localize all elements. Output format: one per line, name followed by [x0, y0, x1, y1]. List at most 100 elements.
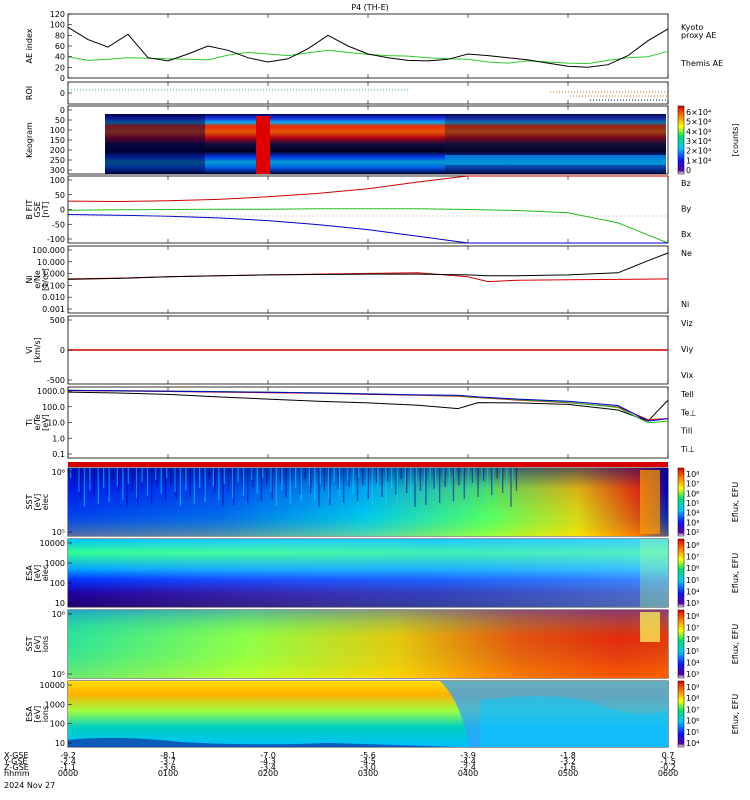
- keogram-ytick: 250: [50, 156, 65, 165]
- xaxis-col-1-2: -3.6: [160, 763, 176, 772]
- xaxis-col-5-1: -3.2: [560, 757, 576, 766]
- temperature-ytick: 1000.0: [37, 387, 65, 396]
- esa_e-ylabel-2: elec: [41, 565, 50, 581]
- sst_i-ytick: 10⁵: [52, 670, 65, 679]
- esa_i-colorbar-tick: 10⁹: [686, 683, 699, 692]
- keogram-image: [105, 114, 666, 174]
- ae-ytick: 40: [55, 53, 65, 62]
- ae-series-themisae: [67, 26, 669, 68]
- bfield-legend-1: By: [681, 205, 691, 214]
- bfield-ytick: 50: [55, 191, 65, 200]
- xaxis-col-0-3: 0000: [58, 769, 78, 778]
- esa_i-colorbar: [677, 680, 685, 748]
- xaxis-col-1-1: -3.7: [160, 757, 176, 766]
- sst_e-ylabel-1: [eV]: [33, 494, 42, 511]
- xaxis-col-2-3: 0200: [258, 769, 278, 778]
- esa_e-ytick: 10: [55, 599, 65, 608]
- sst_i-colorbar-tick: 10⁵: [686, 647, 699, 656]
- sst_e-ylabel-2: elec: [41, 494, 50, 510]
- ae-ytick: 80: [55, 31, 65, 40]
- bfield-ylabel-1: GSE: [33, 201, 42, 217]
- xaxis-col-0-2: -1.1: [60, 763, 76, 772]
- bfield-ylabel-0: B FIT: [25, 199, 34, 219]
- esa_e-colorbar: [677, 538, 685, 608]
- esa_e-ylabel-0: ESA: [25, 565, 34, 581]
- temperature-ytick: 10.0: [47, 419, 65, 428]
- esa_e-colorbar-tick: 10⁶: [686, 564, 699, 573]
- density-legend-0: Ne: [681, 249, 692, 258]
- keogram-colorbar-tick: 4×10⁴: [686, 127, 711, 136]
- xaxis-col-3-2: -3.0: [360, 763, 376, 772]
- xaxis-col-1-3: 0100: [158, 769, 178, 778]
- sst_e-ylabel-0: SST: [25, 494, 34, 509]
- velocity-ylabel-1: [km/s]: [33, 337, 42, 363]
- ae-ytick: 120: [50, 10, 65, 19]
- esa_e-colorbar-tick: 10⁷: [686, 553, 699, 562]
- xaxis-col-2-2: -3.4: [260, 763, 276, 772]
- density-series-ni: [67, 252, 669, 280]
- density-ylabel-2: [1/cc]: [41, 268, 50, 291]
- temperature-series-ti: [67, 389, 669, 422]
- sst_e-colorbar-tick: 10²: [686, 528, 699, 537]
- esa_e-colorbar-tick: 10⁵: [686, 576, 699, 585]
- xaxis-rowlabel-0: X-GSE: [4, 751, 29, 760]
- sst_i-colorbar: [677, 609, 685, 679]
- bfield-ytick: -100: [47, 235, 65, 244]
- xaxis-col-3-0: -5.6: [360, 751, 376, 760]
- xaxis-col-1-0: -8.1: [160, 751, 176, 760]
- sst_i-colorbar-tick: 10³: [686, 670, 699, 679]
- xaxis-rowlabel-2: Z-GSE: [4, 763, 29, 772]
- xaxis-col-4-3: 0400: [458, 769, 478, 778]
- temperature-ylabel-2: [eV]: [41, 414, 50, 431]
- bfield-series-bx: [67, 214, 668, 244]
- sst_i-ylabel-1: [eV]: [33, 636, 42, 653]
- xaxis-col-6-1: -1.5: [660, 757, 676, 766]
- keogram-ylabel-0: Keogram: [25, 122, 34, 158]
- keogram-ytick: 200: [50, 146, 65, 155]
- sst_i-ylabel-0: SST: [25, 636, 34, 651]
- temperature-ytick: 0.1: [52, 450, 65, 459]
- esa_i-colorbar-tick: 10⁶: [686, 717, 699, 726]
- temperature-legend-0: Tell: [680, 390, 694, 399]
- xaxis-col-0-1: -2.4: [60, 757, 76, 766]
- sst_e-colorbar: [677, 467, 685, 537]
- xaxis-col-5-2: -1.6: [560, 763, 576, 772]
- sst_i-colorbar-tick: 10⁸: [686, 612, 699, 621]
- sst_e-colorbar-label: Eflux, EFU: [731, 482, 740, 523]
- temperature-series-tell: [67, 391, 669, 422]
- ae-ytick: 0: [60, 74, 65, 83]
- bfield-legend-0: Bz: [681, 179, 691, 188]
- esa_i-ylabel-2: ions: [41, 706, 50, 722]
- ae-ylabel-0: AE index: [25, 28, 34, 63]
- xaxis-rowlabel-3: hhmm: [4, 769, 30, 778]
- bfield-ylabel-2: [nT]: [41, 201, 50, 217]
- sst_e-colorbar-tick: 10⁵: [686, 499, 699, 508]
- bfield-series-by: [67, 208, 669, 244]
- ae-ytick: 100: [50, 21, 65, 30]
- esa_i-colorbar-tick: 10⁵: [686, 728, 699, 737]
- ae-panel-frame: [67, 13, 669, 79]
- separator-band: [68, 462, 668, 467]
- keogram-ytick: 100: [50, 126, 65, 135]
- xaxis-rowlabel-4: 2024 Nov 27: [4, 781, 55, 790]
- esa_e-ylabel-1: [eV]: [33, 565, 42, 582]
- sst_i-colorbar-label: Eflux, EFU: [731, 624, 740, 665]
- esa_e-colorbar-tick: 10³: [686, 599, 699, 608]
- ae-ytick: 20: [55, 63, 65, 72]
- esa_e-colorbar-tick: 10⁴: [686, 587, 699, 596]
- xaxis-col-6-3: 0600: [658, 769, 678, 778]
- density-ytick: 100.000: [32, 246, 65, 255]
- xaxis-col-2-0: -7.0: [260, 751, 276, 760]
- esa_i-colorbar-tick: 10⁷: [686, 705, 699, 714]
- keogram-colorbar-tick: 3×10⁴: [686, 137, 711, 146]
- esa_i-ylabel-1: [eV]: [33, 706, 42, 723]
- velocity-legend-1: Viy: [681, 345, 694, 354]
- velocity-ylabel-0: Vi: [25, 346, 34, 354]
- density-ytick: 10.000: [37, 258, 65, 267]
- keogram-colorbar: [677, 105, 685, 175]
- ae-legend-2: Themis AE: [680, 59, 723, 68]
- sst_e-colorbar-tick: 10⁴: [686, 509, 699, 518]
- density-ytick: 1.000: [42, 270, 65, 279]
- sst_e-colorbar-tick: 10⁷: [686, 480, 699, 489]
